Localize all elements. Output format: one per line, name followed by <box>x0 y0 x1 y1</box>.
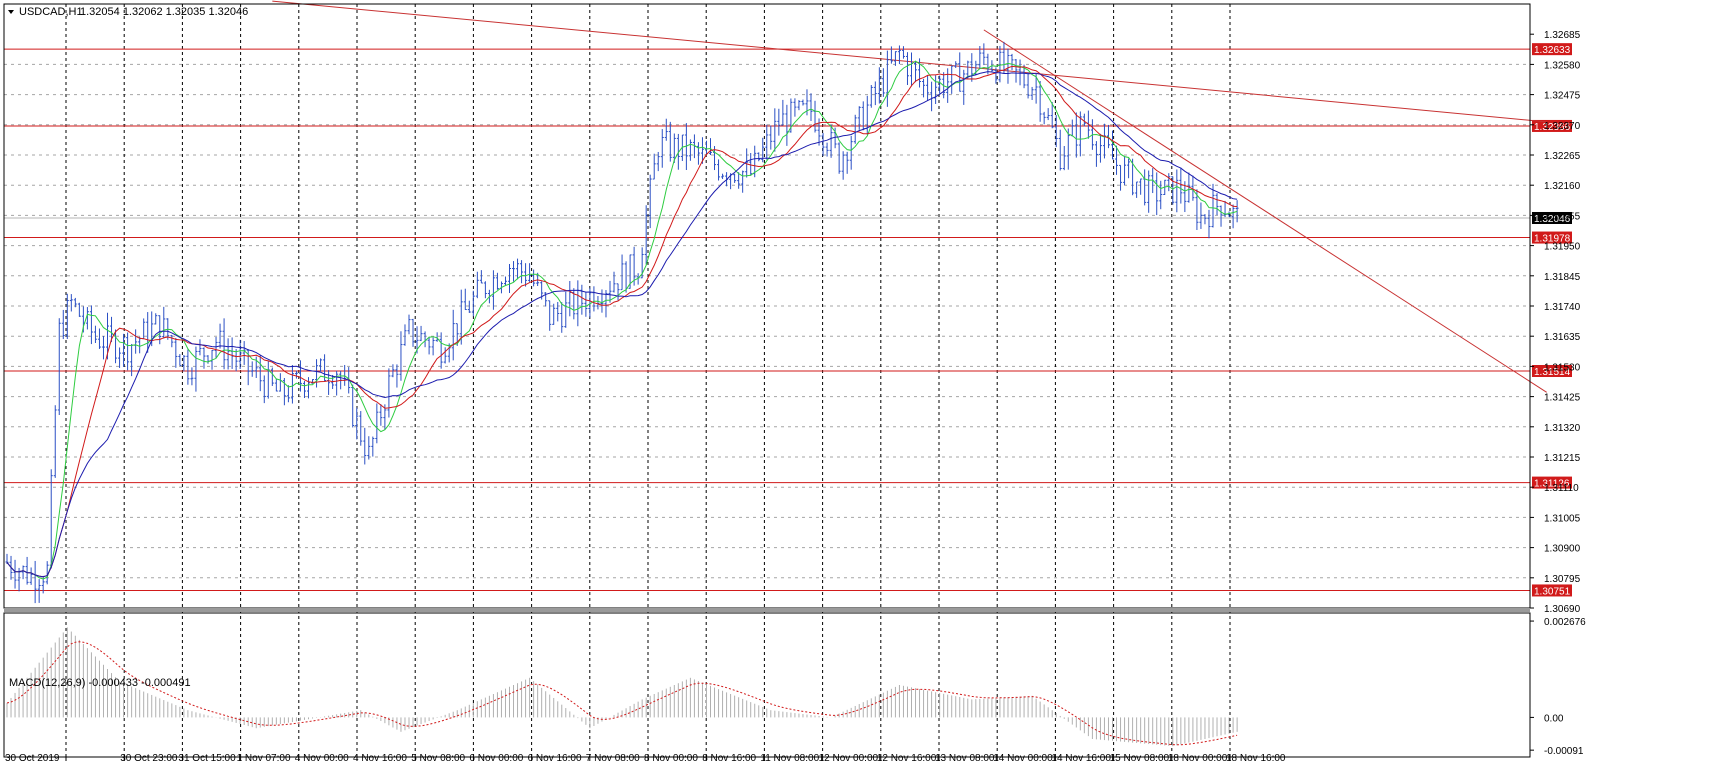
x-tick-label: 18 Nov 00:00 <box>1168 753 1228 764</box>
y-tick-label: 1.32580 <box>1544 60 1581 71</box>
x-tick-label: 12 Nov 00:00 <box>819 753 879 764</box>
y-tick-label: 1.31215 <box>1544 453 1581 464</box>
ohlc-values: 1.32054 1.32062 1.32035 1.32046 <box>80 6 248 18</box>
horizontal-levels[interactable]: 1.32633 1.32366 1.31978 1.31514 1.31126 1.307… <box>4 43 1572 597</box>
level-tag <box>1532 231 1572 244</box>
ma-slow-line <box>6 71 1238 578</box>
moving-averages <box>6 60 1238 580</box>
y-tick-label: 1.31740 <box>1544 302 1581 313</box>
x-tick-label: 14 Nov 00:00 <box>993 753 1053 764</box>
y-tick-label: 1.32685 <box>1544 30 1581 41</box>
level-tag <box>1532 584 1572 597</box>
x-tick-label: 7 Nov 08:00 <box>586 753 640 764</box>
x-tick-label: 8 Nov 16:00 <box>702 753 756 764</box>
x-tick-label: 12 Nov 16:00 <box>877 753 937 764</box>
y-tick-label: 1.31425 <box>1544 393 1581 404</box>
x-tick-label: 14 Nov 16:00 <box>1051 753 1111 764</box>
x-tick-label: 6 Nov 16:00 <box>528 753 582 764</box>
trendline-short-down[interactable] <box>983 29 1547 393</box>
y-tick-label: 1.31110 <box>1544 483 1579 494</box>
y-tick-label: 1.30900 <box>1544 544 1581 555</box>
y-tick-label: 1.32160 <box>1544 181 1581 192</box>
symbol-label: USDCAD,H1 <box>19 6 83 18</box>
chart-header: USDCAD,H1 1.32054 1.32062 1.32035 1.3204… <box>8 6 248 689</box>
y-tick-label: 1.32265 <box>1544 151 1581 162</box>
level-tag-label: 1.30751 <box>1534 586 1571 597</box>
y-tick-label: 1.30690 <box>1544 604 1581 615</box>
y-tick-label: 1.31530 <box>1544 362 1581 373</box>
current-price-label: 1.32046 <box>1534 214 1571 225</box>
macd-signal-line <box>6 641 1238 746</box>
y-tick-label: 1.31005 <box>1544 513 1581 524</box>
x-tick-label: 4 Nov 16:00 <box>353 753 407 764</box>
level-tag-label: 1.32633 <box>1534 45 1571 56</box>
macd-panel <box>6 627 1238 747</box>
trendlines[interactable] <box>272 0 1547 393</box>
panel-separator <box>4 608 1530 612</box>
x-tick-label: 5 Nov 08:00 <box>411 753 465 764</box>
grid-layer <box>4 4 1530 757</box>
y-tick-label: 1.32055 <box>1544 211 1581 222</box>
x-tick-label: 1 Nov 07:00 <box>237 753 291 764</box>
level-tag-label: 1.31978 <box>1534 234 1571 245</box>
y-tick-label: 1.31950 <box>1544 242 1581 253</box>
x-tick-label: 13 Nov 08:00 <box>935 753 995 764</box>
macd-label: MACD(12,26,9) -0.000433 -0.000491 <box>9 677 191 689</box>
triangle-down-icon[interactable] <box>8 10 14 14</box>
level-tag-label: 1.32366 <box>1534 122 1571 133</box>
current-price-tag <box>1532 211 1572 224</box>
x-tick-label: 4 Nov 00:00 <box>295 753 349 764</box>
y-tick-label: 1.31845 <box>1544 272 1581 283</box>
y-tick-label: 1.32370 <box>1544 121 1581 132</box>
y-tick-label: 1.31635 <box>1544 332 1581 343</box>
chart-frame <box>3 3 1531 758</box>
macd-y-tick-label: -0.00091 <box>1544 746 1584 757</box>
x-tick-label: 18 Nov 16:00 <box>1226 753 1286 764</box>
x-tick-label: 30 Oct 2019 <box>5 753 60 764</box>
x-tick-label: 8 Nov 00:00 <box>644 753 698 764</box>
x-tick-label: 30 Oct 23:00 <box>120 753 178 764</box>
x-tick-label: 15 Nov 08:00 <box>1110 753 1170 764</box>
ma-mid-line <box>6 65 1238 578</box>
level-tag-label: 1.31514 <box>1534 367 1571 378</box>
macd-y-tick-label: 0.00 <box>1544 713 1564 724</box>
level-tag <box>1532 476 1572 489</box>
axes: 30 Oct 2019 30 Oct 23:00 31 Oct 15:00 1 Nov… <box>5 30 1586 764</box>
level-tag <box>1532 119 1572 132</box>
y-tick-label: 1.32475 <box>1544 91 1581 102</box>
candles <box>5 41 1239 604</box>
x-tick-label: 31 Oct 15:00 <box>178 753 236 764</box>
level-tag <box>1532 365 1572 378</box>
x-tick-label: 6 Nov 00:00 <box>469 753 523 764</box>
y-tick-label: 1.30795 <box>1544 574 1581 585</box>
level-tag <box>1532 43 1572 56</box>
ma-fast-line <box>6 60 1238 580</box>
level-tag-label: 1.31126 <box>1534 479 1570 490</box>
macd-y-tick-label: 0.002676 <box>1544 617 1586 628</box>
macd-panel-frame <box>3 612 1531 758</box>
y-tick-label: 1.31320 <box>1544 423 1581 434</box>
trendline-long-down[interactable] <box>272 0 1547 123</box>
x-tick-label: 11 Nov 08:00 <box>760 753 819 764</box>
